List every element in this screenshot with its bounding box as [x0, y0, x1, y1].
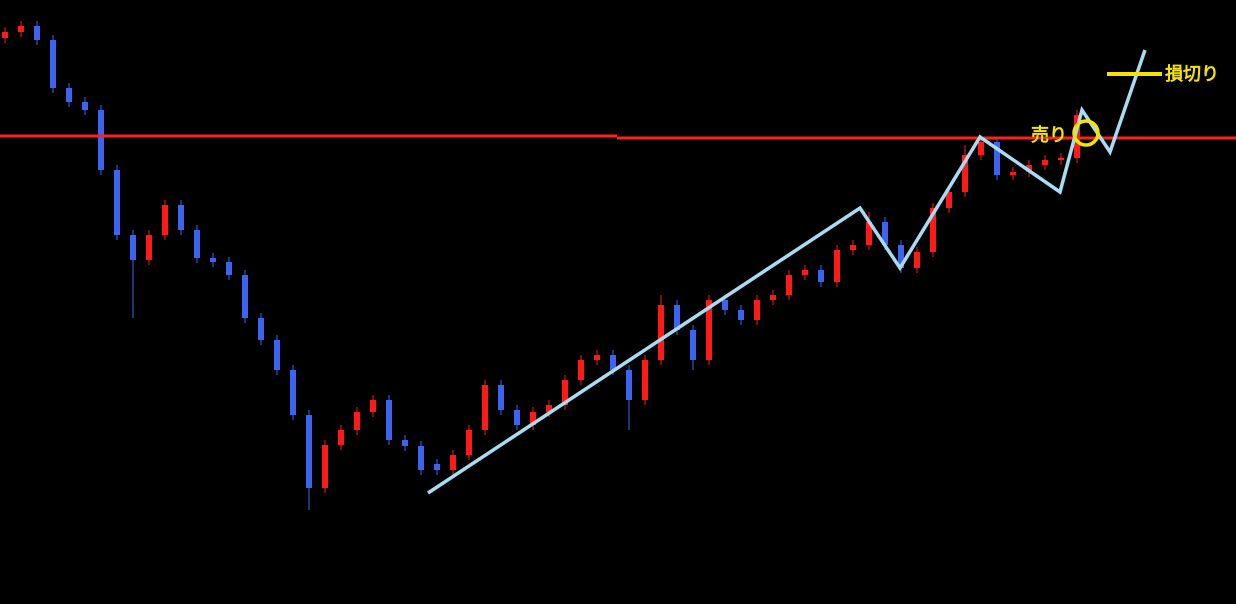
candle-body — [146, 235, 152, 260]
candle-body — [1010, 172, 1016, 175]
candle-body — [546, 405, 552, 412]
candle-body — [194, 230, 200, 258]
candle-body — [866, 222, 872, 245]
candle-body — [690, 330, 696, 360]
candle-body — [610, 355, 616, 370]
candle-body — [386, 400, 392, 440]
candle-body — [274, 340, 280, 370]
candles — [2, 21, 1080, 510]
sell-marker — [1072, 119, 1100, 147]
wave-line — [427, 49, 1147, 495]
candle-body — [130, 235, 136, 260]
candle-body — [674, 305, 680, 330]
candle-body — [658, 305, 664, 360]
candle-body — [210, 258, 216, 262]
candle-body — [242, 275, 248, 318]
candle-body — [514, 410, 520, 425]
candle-body — [306, 415, 312, 488]
candle-body — [498, 385, 504, 410]
candle-body — [434, 464, 440, 470]
candle-body — [114, 170, 120, 235]
candle-body — [450, 455, 456, 470]
candle-body — [82, 102, 88, 110]
candle-body — [354, 412, 360, 430]
candle-body — [562, 380, 568, 405]
candle-body — [626, 370, 632, 400]
candle-body — [802, 270, 808, 275]
candle-body — [530, 412, 536, 425]
candle-body — [1026, 165, 1032, 172]
candle-body — [898, 245, 904, 268]
candle-body — [722, 300, 728, 310]
candle-body — [178, 205, 184, 230]
candle-body — [882, 222, 888, 245]
candle-body — [738, 310, 744, 320]
candle-body — [18, 26, 24, 32]
candle-body — [466, 430, 472, 455]
candle-body — [930, 208, 936, 252]
candle-body — [786, 275, 792, 295]
stop-loss-label: 損切り — [1165, 63, 1219, 85]
candle-body — [594, 355, 600, 360]
candle-body — [1058, 158, 1064, 160]
candle-body — [226, 262, 232, 275]
candle-body — [578, 360, 584, 380]
candle-body — [338, 430, 344, 445]
candle-body — [482, 385, 488, 430]
candle-body — [258, 318, 264, 340]
candle-body — [322, 445, 328, 488]
candle-body — [978, 142, 984, 155]
candle-body — [290, 370, 296, 415]
candle-body — [2, 32, 8, 38]
candle-body — [962, 155, 968, 192]
candle-body — [706, 300, 712, 360]
candle-body — [418, 446, 424, 470]
candle-body — [914, 252, 920, 268]
candle-body — [818, 270, 824, 282]
candle-body — [642, 360, 648, 400]
candle-body — [98, 110, 104, 170]
candle-body — [66, 88, 72, 102]
candle-body — [34, 26, 40, 40]
candle-body — [834, 250, 840, 282]
sell-label: 売り — [1031, 124, 1067, 146]
candle-body — [50, 40, 56, 88]
candle-body — [850, 245, 856, 250]
candle-body — [770, 295, 776, 300]
candle-body — [402, 440, 408, 446]
candle-body — [946, 192, 952, 208]
candle-body — [754, 300, 760, 320]
candle-body — [162, 205, 168, 235]
candle-body — [370, 400, 376, 412]
candle-body — [994, 142, 1000, 175]
candle-body — [1042, 160, 1048, 165]
